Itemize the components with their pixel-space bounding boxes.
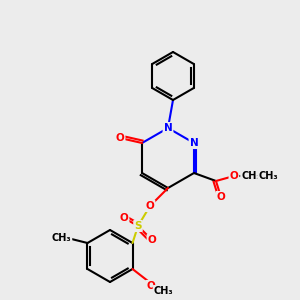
Text: S: S (134, 221, 142, 231)
Text: CH₂: CH₂ (241, 171, 261, 181)
Text: CH₃: CH₃ (52, 233, 71, 243)
Text: O: O (146, 201, 154, 211)
Text: O: O (116, 133, 124, 143)
Text: CH₃: CH₃ (258, 171, 278, 181)
Text: O: O (148, 235, 156, 245)
Text: O: O (146, 281, 155, 291)
Text: O: O (230, 171, 238, 181)
Text: O: O (120, 213, 128, 223)
Text: N: N (164, 123, 172, 133)
Text: N: N (190, 138, 198, 148)
Text: O: O (217, 192, 225, 202)
Text: CH₃: CH₃ (154, 286, 173, 296)
